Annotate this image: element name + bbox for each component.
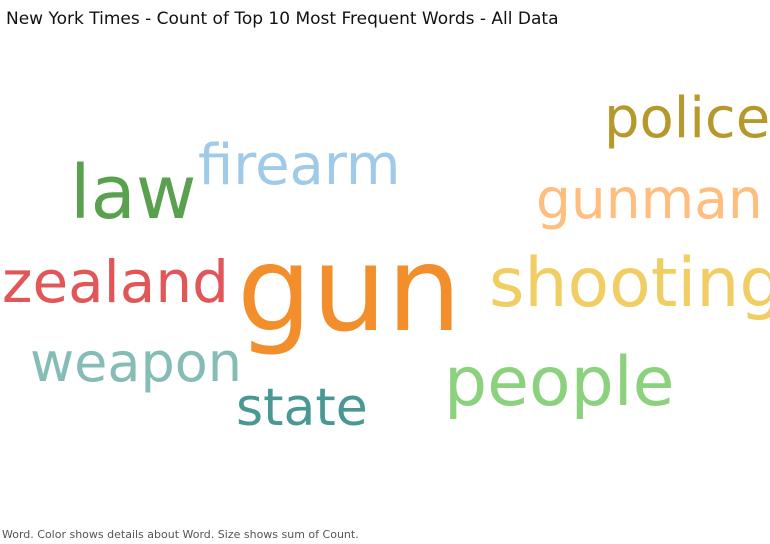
word-shooting[interactable]: shooting (489, 244, 770, 323)
word-weapon[interactable]: weapon (30, 331, 242, 394)
word-firearm[interactable]: firearm (198, 133, 400, 198)
word-zealand[interactable]: zealand (2, 248, 229, 316)
chart-caption: Word. Color shows details about Word. Si… (2, 528, 359, 541)
word-state[interactable]: state (236, 378, 368, 438)
word-gunman[interactable]: gunman (536, 167, 763, 231)
chart-title: New York Times - Count of Top 10 Most Fr… (6, 9, 559, 29)
word-law[interactable]: law (70, 150, 196, 236)
word-police[interactable]: police (604, 86, 770, 151)
word-people[interactable]: people (444, 343, 675, 422)
word-gun[interactable]: gun (237, 220, 461, 358)
